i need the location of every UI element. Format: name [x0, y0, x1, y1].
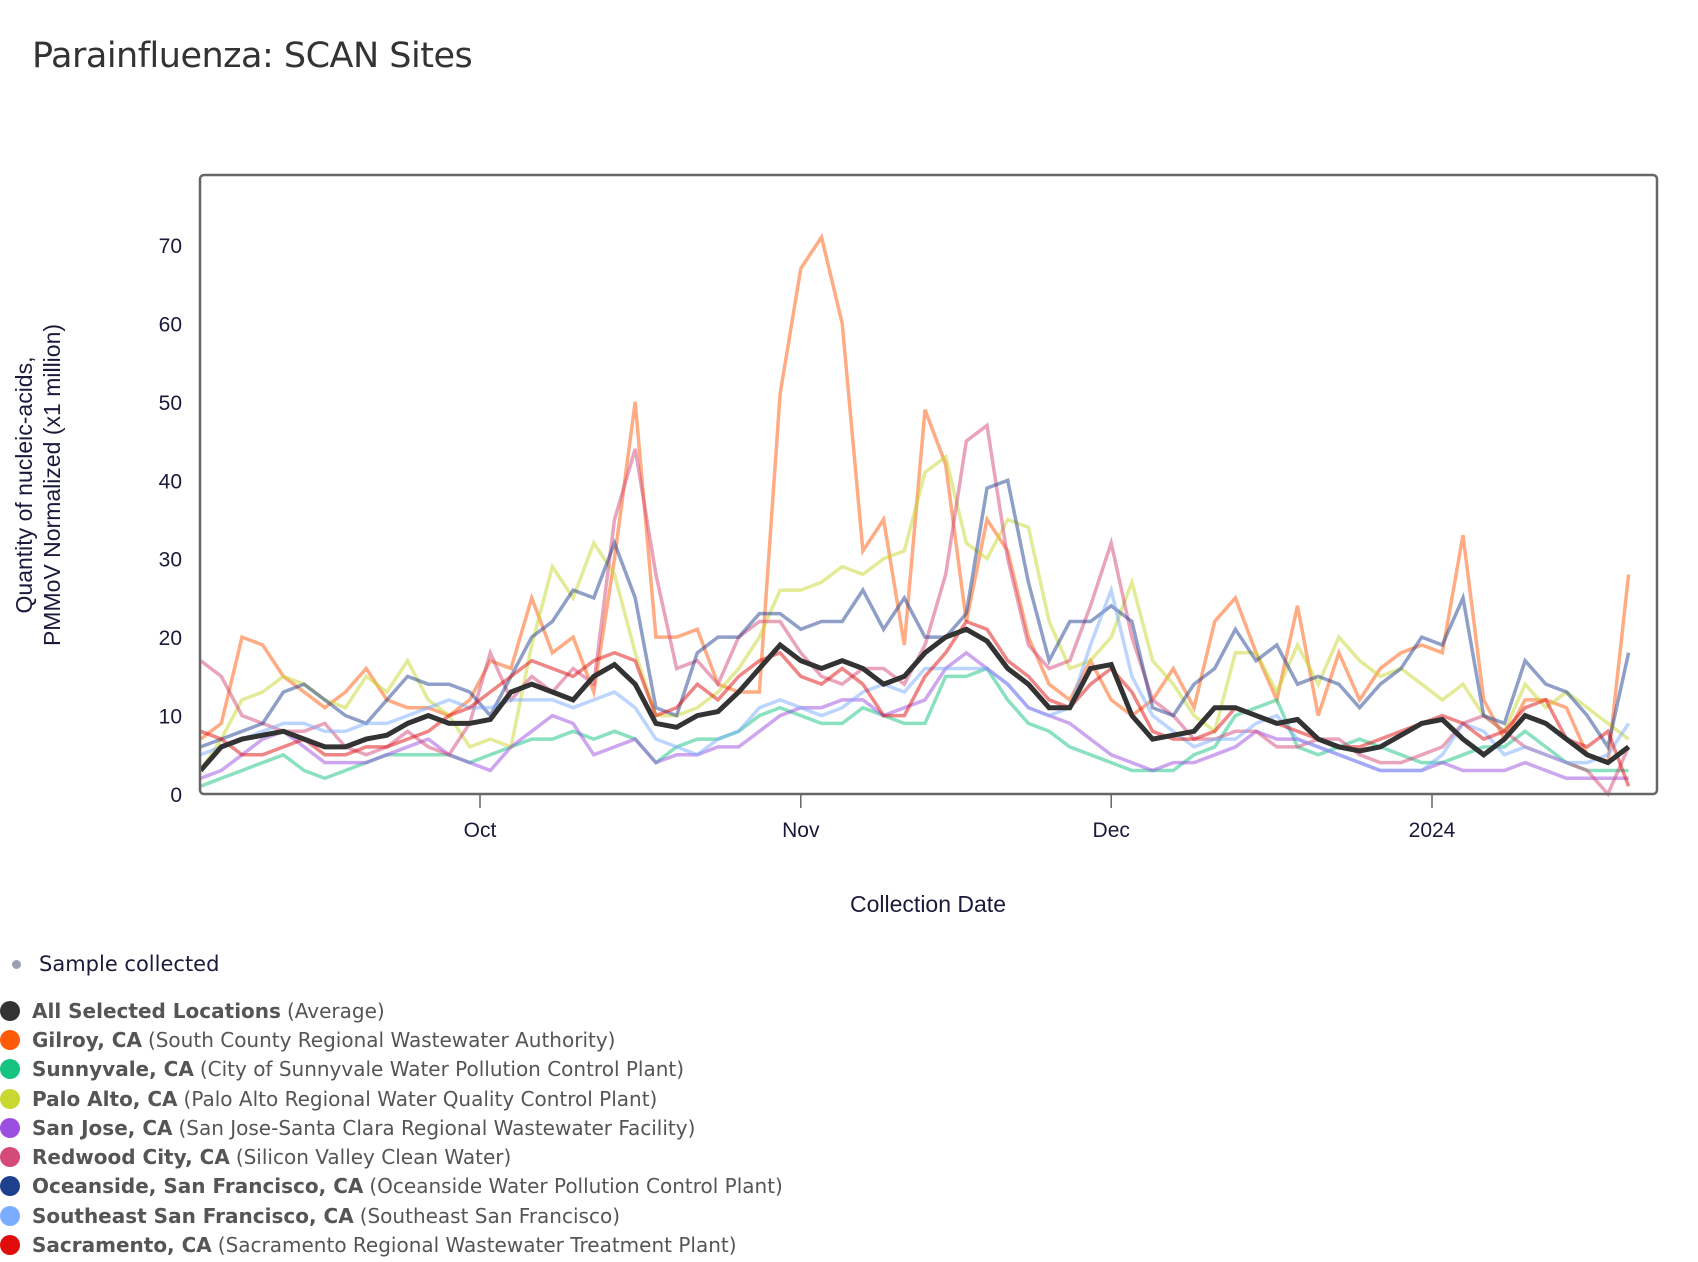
legend-item-name: Gilroy, CA	[32, 1027, 142, 1052]
x-axis: Oct Nov Dec 2024	[464, 795, 1456, 842]
x-tick-label: Dec	[1093, 819, 1130, 842]
y-tick-label: 60	[159, 313, 182, 336]
y-axis-label-line-1: Quantity of nucleic-acids,	[11, 357, 37, 614]
legend-item-detail: (South County Regional Wastewater Author…	[147, 1027, 616, 1052]
legend-item-name: San Jose, CA	[32, 1115, 173, 1140]
legend-swatch-icon	[0, 1176, 20, 1197]
x-tick-label: 2024	[1409, 819, 1456, 842]
plot-frame	[198, 173, 1659, 796]
y-tick-label: 30	[159, 549, 182, 572]
series-line-redwood-city-ca[interactable]	[199, 422, 1631, 798]
series-lines	[198, 232, 1631, 798]
x-tick-label: Oct	[464, 819, 497, 842]
legend-item[interactable]: All Selected Locations (Average)	[0, 996, 783, 1025]
y-tick-label: 50	[159, 392, 182, 415]
y-axis-label-line-2: PMMoV Normalized (x1 million)	[39, 324, 65, 646]
legend: All Selected Locations (Average) Gilroy, C…	[0, 996, 783, 1260]
legend-item-name: Oceanside, San Francisco, CA	[32, 1174, 364, 1199]
x-tick-label: Nov	[782, 819, 820, 842]
series-line-sunnyvale-ca[interactable]	[199, 666, 1629, 788]
legend-item[interactable]: Sunnyvale, CA (City of Sunnyvale Water Po…	[0, 1055, 783, 1084]
legend-item[interactable]: San Jose, CA (San Jose-Santa Clara Region…	[0, 1113, 783, 1142]
series-line-oceanside-san-francisco-ca[interactable]	[199, 477, 1631, 752]
legend-item-name: Redwood City, CA	[32, 1145, 230, 1170]
legend-item[interactable]: Palo Alto, CA (Palo Alto Regional Water Q…	[0, 1084, 783, 1113]
legend-item-name: Sacramento, CA	[32, 1233, 212, 1258]
chart-title: Parainfluenza: SCAN Sites	[32, 36, 473, 76]
legend-item-detail: (Silicon Valley Clean Water)	[235, 1145, 512, 1170]
y-axis-label: Quantity of nucleic-acids, PMMoV Normali…	[11, 324, 65, 646]
legend-item-detail: (Oceanside Water Pollution Control Plant…	[369, 1174, 783, 1199]
legend-item-detail: (San Jose-Santa Clara Regional Wastewate…	[178, 1115, 696, 1140]
legend-item-detail: (Average)	[286, 998, 385, 1023]
legend-sample-collected: Sample collected	[12, 952, 219, 976]
legend-item-detail: (City of Sunnyvale Water Pollution Contr…	[199, 1057, 685, 1082]
sample-dot-icon	[12, 959, 21, 969]
x-axis-label: Collection Date	[850, 891, 1006, 917]
y-tick-label: 40	[159, 470, 182, 493]
legend-swatch-icon	[0, 1147, 20, 1168]
series-line-gilroy-ca[interactable]	[199, 232, 1631, 766]
legend-item-name: Palo Alto, CA	[32, 1086, 178, 1111]
series-line-palo-alto-ca[interactable]	[199, 453, 1630, 772]
legend-swatch-icon	[0, 1000, 20, 1021]
legend-item-detail: (Palo Alto Regional Water Quality Contro…	[183, 1086, 658, 1111]
legend-item[interactable]: Redwood City, CA (Silicon Valley Clean Wa…	[0, 1142, 783, 1171]
chart-plot: 0 10 20 30 40 50 60 70 Oct Nov Dec 2024 Collection…	[11, 173, 1659, 917]
legend-item[interactable]: Sacramento, CA (Sacramento Regional Waste…	[0, 1230, 783, 1259]
y-axis: 0 10 20 30 40 50 60 70	[159, 235, 182, 807]
legend-swatch-icon	[0, 1088, 20, 1109]
y-tick-label: 70	[159, 235, 182, 258]
y-tick-label: 10	[159, 706, 182, 729]
legend-swatch-icon	[0, 1059, 20, 1080]
legend-item-name: All Selected Locations	[32, 998, 281, 1023]
legend-item-name: Sunnyvale, CA	[32, 1057, 194, 1082]
legend-item[interactable]: Southeast San Francisco, CA (Southeast Sa…	[0, 1201, 783, 1230]
legend-swatch-icon	[0, 1205, 20, 1226]
legend-item[interactable]: Oceanside, San Francisco, CA (Oceanside W…	[0, 1172, 783, 1201]
legend-swatch-icon	[0, 1029, 20, 1050]
legend-item-detail: (Sacramento Regional Wastewater Treatmen…	[217, 1233, 737, 1258]
legend-swatch-icon	[0, 1235, 20, 1256]
legend-item-detail: (Southeast San Francisco)	[359, 1203, 620, 1228]
series-line-all-selected-locations-average[interactable]	[198, 626, 1631, 773]
legend-swatch-icon	[0, 1117, 20, 1138]
legend-item[interactable]: Gilroy, CA (South County Regional Wastewa…	[0, 1025, 783, 1054]
series-line-southeast-san-francisco-ca[interactable]	[199, 584, 1631, 773]
y-tick-label: 0	[170, 784, 182, 807]
series-line-sacramento-ca[interactable]	[199, 619, 1631, 787]
sample-label: Sample collected	[39, 952, 220, 976]
legend-item-name: Southeast San Francisco, CA	[32, 1203, 354, 1228]
y-tick-label: 20	[159, 627, 182, 650]
